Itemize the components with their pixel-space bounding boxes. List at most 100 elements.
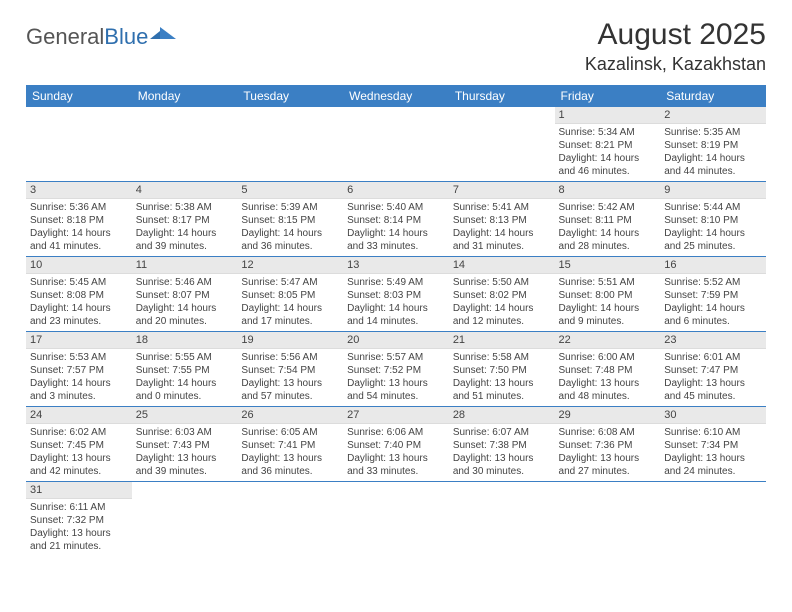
day-details: Sunrise: 6:11 AMSunset: 7:32 PMDaylight:… <box>26 499 132 556</box>
daylight-line: Daylight: 13 hours and 51 minutes. <box>453 377 551 403</box>
sunset-line: Sunset: 7:38 PM <box>453 439 551 452</box>
calendar-day-cell: 10Sunrise: 5:45 AMSunset: 8:08 PMDayligh… <box>26 257 132 332</box>
calendar-day-cell: 20Sunrise: 5:57 AMSunset: 7:52 PMDayligh… <box>343 332 449 407</box>
day-details: Sunrise: 5:36 AMSunset: 8:18 PMDaylight:… <box>26 199 132 256</box>
day-number: 5 <box>237 182 343 199</box>
sunset-line: Sunset: 7:54 PM <box>241 364 339 377</box>
calendar-day-cell: 14Sunrise: 5:50 AMSunset: 8:02 PMDayligh… <box>449 257 555 332</box>
day-number: 26 <box>237 407 343 424</box>
day-number: 10 <box>26 257 132 274</box>
sunset-line: Sunset: 7:45 PM <box>30 439 128 452</box>
sunrise-line: Sunrise: 5:51 AM <box>559 276 657 289</box>
calendar-day-cell: 6Sunrise: 5:40 AMSunset: 8:14 PMDaylight… <box>343 182 449 257</box>
weekday-header-row: SundayMondayTuesdayWednesdayThursdayFrid… <box>26 85 766 107</box>
sunset-line: Sunset: 7:41 PM <box>241 439 339 452</box>
logo: GeneralBlue <box>26 18 178 50</box>
day-number: 17 <box>26 332 132 349</box>
calendar-day-cell: 2Sunrise: 5:35 AMSunset: 8:19 PMDaylight… <box>660 107 766 182</box>
sunset-line: Sunset: 7:59 PM <box>664 289 762 302</box>
daylight-line: Daylight: 13 hours and 42 minutes. <box>30 452 128 478</box>
calendar-day-cell: 8Sunrise: 5:42 AMSunset: 8:11 PMDaylight… <box>555 182 661 257</box>
day-details: Sunrise: 6:00 AMSunset: 7:48 PMDaylight:… <box>555 349 661 406</box>
sunrise-line: Sunrise: 6:11 AM <box>30 501 128 514</box>
sunrise-line: Sunrise: 6:05 AM <box>241 426 339 439</box>
daylight-line: Daylight: 14 hours and 46 minutes. <box>559 152 657 178</box>
calendar-day-cell: 27Sunrise: 6:06 AMSunset: 7:40 PMDayligh… <box>343 407 449 482</box>
calendar-day-cell: 5Sunrise: 5:39 AMSunset: 8:15 PMDaylight… <box>237 182 343 257</box>
calendar-day-cell: 16Sunrise: 5:52 AMSunset: 7:59 PMDayligh… <box>660 257 766 332</box>
day-details: Sunrise: 5:35 AMSunset: 8:19 PMDaylight:… <box>660 124 766 181</box>
calendar-day-cell: 26Sunrise: 6:05 AMSunset: 7:41 PMDayligh… <box>237 407 343 482</box>
calendar-day-cell: 19 Sunrise: 5:56 AMSunset: 7:54 PMDayligh… <box>237 332 343 407</box>
sunset-line: Sunset: 8:13 PM <box>453 214 551 227</box>
calendar-day-cell: 24Sunrise: 6:02 AMSunset: 7:45 PMDayligh… <box>26 407 132 482</box>
calendar-day-cell: 11Sunrise: 5:46 AMSunset: 8:07 PMDayligh… <box>132 257 238 332</box>
calendar-empty-cell <box>343 107 449 182</box>
weekday-header: Friday <box>555 85 661 107</box>
sunrise-line: Sunrise: 5:49 AM <box>347 276 445 289</box>
day-details: Sunrise: 5:38 AMSunset: 8:17 PMDaylight:… <box>132 199 238 256</box>
weekday-header: Monday <box>132 85 238 107</box>
day-details: Sunrise: 5:55 AMSunset: 7:55 PMDaylight:… <box>132 349 238 406</box>
sunset-line: Sunset: 8:14 PM <box>347 214 445 227</box>
weekday-header: Tuesday <box>237 85 343 107</box>
sunrise-line: Sunrise: 5:57 AM <box>347 351 445 364</box>
day-number: 24 <box>26 407 132 424</box>
calendar-day-cell: 22Sunrise: 6:00 AMSunset: 7:48 PMDayligh… <box>555 332 661 407</box>
daylight-line: Daylight: 14 hours and 0 minutes. <box>136 377 234 403</box>
calendar-empty-cell <box>132 107 238 182</box>
day-number: 27 <box>343 407 449 424</box>
day-number: 19 <box>237 332 343 349</box>
logo-text-2: Blue <box>104 24 148 49</box>
calendar-week-row: 17Sunrise: 5:53 AMSunset: 7:57 PMDayligh… <box>26 332 766 407</box>
daylight-line: Daylight: 13 hours and 45 minutes. <box>664 377 762 403</box>
weekday-header: Thursday <box>449 85 555 107</box>
day-details: Sunrise: 6:02 AMSunset: 7:45 PMDaylight:… <box>26 424 132 481</box>
calendar-day-cell: 9Sunrise: 5:44 AMSunset: 8:10 PMDaylight… <box>660 182 766 257</box>
sunset-line: Sunset: 7:36 PM <box>559 439 657 452</box>
day-number: 15 <box>555 257 661 274</box>
calendar-day-cell: 1Sunrise: 5:34 AMSunset: 8:21 PMDaylight… <box>555 107 661 182</box>
day-details: Sunrise: 5:52 AMSunset: 7:59 PMDaylight:… <box>660 274 766 331</box>
sunset-line: Sunset: 7:40 PM <box>347 439 445 452</box>
day-number: 20 <box>343 332 449 349</box>
day-number: 30 <box>660 407 766 424</box>
day-number: 9 <box>660 182 766 199</box>
day-number: 11 <box>132 257 238 274</box>
calendar-week-row: 10Sunrise: 5:45 AMSunset: 8:08 PMDayligh… <box>26 257 766 332</box>
daylight-line: Daylight: 13 hours and 30 minutes. <box>453 452 551 478</box>
sunrise-line: Sunrise: 5:36 AM <box>30 201 128 214</box>
daylight-line: Daylight: 13 hours and 57 minutes. <box>241 377 339 403</box>
daylight-line: Daylight: 14 hours and 23 minutes. <box>30 302 128 328</box>
sunset-line: Sunset: 7:48 PM <box>559 364 657 377</box>
sunset-line: Sunset: 8:11 PM <box>559 214 657 227</box>
month-title: August 2025 <box>585 18 766 52</box>
day-details: Sunrise: 5:57 AMSunset: 7:52 PMDaylight:… <box>343 349 449 406</box>
sunset-line: Sunset: 7:34 PM <box>664 439 762 452</box>
logo-mark-icon <box>150 23 178 48</box>
sunset-line: Sunset: 7:55 PM <box>136 364 234 377</box>
daylight-line: Daylight: 14 hours and 6 minutes. <box>664 302 762 328</box>
calendar-empty-cell <box>237 482 343 557</box>
day-details: Sunrise: 5:53 AMSunset: 7:57 PMDaylight:… <box>26 349 132 406</box>
calendar-day-cell: 13Sunrise: 5:49 AMSunset: 8:03 PMDayligh… <box>343 257 449 332</box>
calendar-week-row: 3Sunrise: 5:36 AMSunset: 8:18 PMDaylight… <box>26 182 766 257</box>
day-number: 25 <box>132 407 238 424</box>
sunrise-line: Sunrise: 5:38 AM <box>136 201 234 214</box>
day-details: Sunrise: 5:51 AMSunset: 8:00 PMDaylight:… <box>555 274 661 331</box>
sunrise-line: Sunrise: 5:56 AM <box>241 351 339 364</box>
daylight-line: Daylight: 14 hours and 25 minutes. <box>664 227 762 253</box>
sunset-line: Sunset: 8:15 PM <box>241 214 339 227</box>
weekday-header: Wednesday <box>343 85 449 107</box>
calendar-empty-cell <box>660 482 766 557</box>
sunset-line: Sunset: 8:19 PM <box>664 139 762 152</box>
daylight-line: Daylight: 13 hours and 21 minutes. <box>30 527 128 553</box>
sunset-line: Sunset: 8:21 PM <box>559 139 657 152</box>
calendar-empty-cell <box>132 482 238 557</box>
sunset-line: Sunset: 8:07 PM <box>136 289 234 302</box>
day-details: Sunrise: 5:58 AMSunset: 7:50 PMDaylight:… <box>449 349 555 406</box>
sunset-line: Sunset: 8:02 PM <box>453 289 551 302</box>
day-details: Sunrise: 6:05 AMSunset: 7:41 PMDaylight:… <box>237 424 343 481</box>
calendar-day-cell: 7Sunrise: 5:41 AMSunset: 8:13 PMDaylight… <box>449 182 555 257</box>
day-number: 14 <box>449 257 555 274</box>
